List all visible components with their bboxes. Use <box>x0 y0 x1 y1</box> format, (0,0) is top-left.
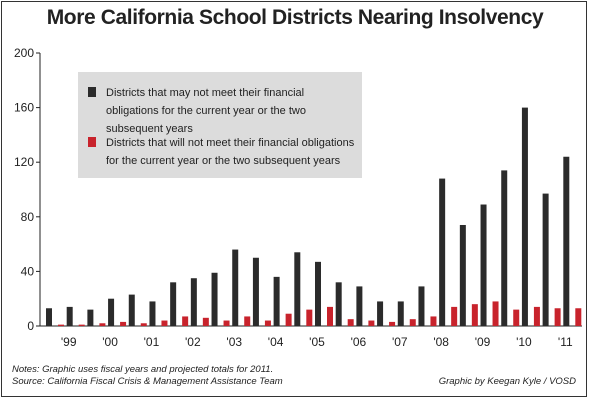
bar-will-not-meet <box>161 320 168 326</box>
bar-may-not-meet <box>170 282 177 326</box>
legend-label-will-not-meet: Districts that will not meet their finan… <box>106 137 355 167</box>
bar-will-not-meet <box>120 321 127 326</box>
bar-may-not-meet <box>66 306 73 326</box>
legend-swatch-red <box>88 137 96 147</box>
x-tick-label: '10 <box>516 335 532 349</box>
bar-will-not-meet <box>58 324 64 326</box>
bar-will-not-meet <box>306 309 313 326</box>
x-tick-label: '02 <box>185 335 201 349</box>
bar-may-not-meet <box>459 224 466 326</box>
legend: Districts that may not meet their financ… <box>78 72 362 178</box>
bar-will-not-meet <box>244 316 251 326</box>
bar-may-not-meet <box>418 286 425 326</box>
bar-may-not-meet <box>377 301 384 326</box>
legend-swatch-dark <box>88 87 96 97</box>
bar-may-not-meet <box>190 278 197 326</box>
y-tick-label: 160 <box>14 101 34 115</box>
bar-will-not-meet <box>140 323 147 326</box>
bar-may-not-meet <box>149 301 156 326</box>
x-tick-label: '09 <box>475 335 491 349</box>
bar-will-not-meet <box>99 323 106 326</box>
chart-title: More California School Districts Nearing… <box>46 6 544 29</box>
bar-will-not-meet <box>492 301 499 326</box>
source-line: Source: California Fiscal Crisis & Manag… <box>12 376 283 387</box>
bar-will-not-meet <box>554 308 561 326</box>
bar-will-not-meet <box>202 317 209 326</box>
bar-may-not-meet <box>356 286 363 326</box>
bar-will-not-meet <box>409 319 416 326</box>
bar-will-not-meet <box>430 316 437 326</box>
bar-will-not-meet <box>264 320 271 326</box>
bar-may-not-meet <box>232 249 239 326</box>
bar-will-not-meet <box>533 306 540 326</box>
x-tick-label: '11 <box>558 335 573 349</box>
x-tick-label: '01 <box>144 335 160 349</box>
bar-may-not-meet <box>480 204 487 326</box>
bar-may-not-meet <box>294 252 301 326</box>
x-tick-label: '08 <box>433 335 449 349</box>
x-tick-label: '00 <box>102 335 118 349</box>
bar-may-not-meet <box>273 276 280 326</box>
bar-will-not-meet <box>368 320 375 326</box>
bar-may-not-meet <box>501 170 508 326</box>
bar-will-not-meet <box>451 306 458 326</box>
bar-may-not-meet <box>439 178 446 326</box>
bar-may-not-meet <box>542 193 549 326</box>
notes-line: Notes: Graphic uses fiscal years and pro… <box>12 364 274 375</box>
x-tick-label: '99 <box>61 335 77 349</box>
bar-may-not-meet <box>397 301 404 326</box>
bar-will-not-meet <box>78 324 85 326</box>
bar-may-not-meet <box>46 308 52 326</box>
bar-may-not-meet <box>521 107 528 326</box>
bar-may-not-meet <box>108 298 115 326</box>
bar-will-not-meet <box>223 320 230 326</box>
x-tick-label: '03 <box>226 335 242 349</box>
bar-will-not-meet <box>575 308 582 326</box>
bar-will-not-meet <box>347 319 354 326</box>
bar-may-not-meet <box>87 309 94 326</box>
bar-will-not-meet <box>182 316 189 326</box>
notes: Notes: Graphic uses fiscal years and pro… <box>12 364 283 388</box>
bar-may-not-meet <box>252 257 259 326</box>
bar-will-not-meet <box>471 304 478 326</box>
legend-label-may-not-meet: Districts that may not meet their financ… <box>106 87 306 135</box>
y-tick-label: 40 <box>21 264 35 278</box>
bar-will-not-meet <box>389 321 396 326</box>
bar-may-not-meet <box>315 261 321 326</box>
bar-will-not-meet <box>285 313 292 326</box>
bar-may-not-meet <box>335 282 342 326</box>
graphic-credit: Graphic by Keegan Kyle / VOSD <box>438 376 576 387</box>
bar-may-not-meet <box>563 156 570 326</box>
y-tick-label: 0 <box>27 319 34 333</box>
bar-may-not-meet <box>211 272 218 326</box>
x-tick-label: '05 <box>309 335 325 349</box>
y-tick-label: 80 <box>21 210 35 224</box>
bar-may-not-meet <box>128 294 135 326</box>
x-tick-label: '04 <box>268 335 284 349</box>
bar-will-not-meet <box>513 309 520 326</box>
x-tick-label: '06 <box>351 335 367 349</box>
y-tick-label: 200 <box>14 46 34 60</box>
x-tick-label: '07 <box>392 335 408 349</box>
y-tick-label: 120 <box>14 155 34 169</box>
bar-will-not-meet <box>327 306 333 326</box>
